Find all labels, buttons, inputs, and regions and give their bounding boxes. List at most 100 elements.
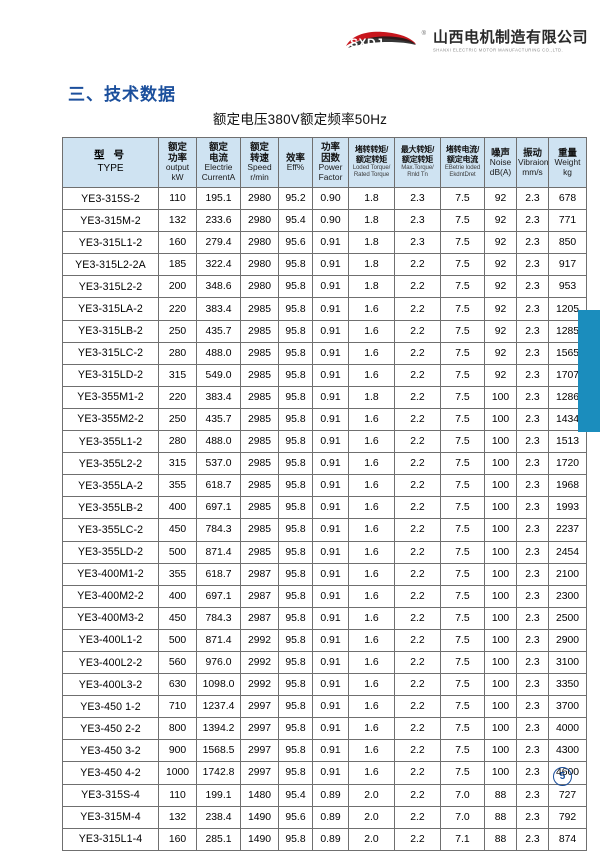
table-cell: 95.8 <box>278 562 313 586</box>
table-cell: 727 <box>548 783 587 807</box>
table-cell: 1.6 <box>348 407 395 432</box>
table-cell: 7.5 <box>440 430 485 454</box>
table-cell: 1568.5 <box>196 739 241 763</box>
table-cell: 2.2 <box>394 695 441 719</box>
table-cell: 100 <box>484 717 517 741</box>
column-header-power-factor-cn2: 因数 <box>321 152 340 164</box>
table-cell: 0.91 <box>312 297 349 321</box>
cell-motor-type: YE3-315LC-2 <box>62 341 159 365</box>
registered-trademark-icon: ® <box>421 31 426 37</box>
cell-motor-type: YE3-315LD-2 <box>62 363 159 387</box>
table-cell: 315 <box>158 363 197 387</box>
column-header-rated-speed-en1: Speed <box>247 162 272 173</box>
cell-motor-type: YE3-315S-4 <box>62 783 159 807</box>
table-cell: 1.6 <box>348 761 395 785</box>
table-cell: 2.3 <box>516 275 549 299</box>
column-header-max-torque-ratio: 最大转矩/ 额定转矩 Max.Torque/ Rnld Tn <box>394 137 441 188</box>
table-cell: 2.2 <box>394 827 441 851</box>
table-cell: 435.7 <box>196 319 241 343</box>
table-cell: 2.3 <box>516 209 549 233</box>
table-cell: 0.91 <box>312 628 349 652</box>
table-cell: 100 <box>484 474 517 498</box>
table-cell: 2.3 <box>516 341 549 365</box>
column-header-rated-speed-cn2: 转速 <box>250 152 269 164</box>
table-row: YE3-400L2-2 560 976.0 2992 95.8 0.91 1.6 2.2 7.5… <box>62 650 587 675</box>
column-header-output-power-en1: output <box>165 162 190 173</box>
table-cell: 88 <box>484 805 517 829</box>
table-cell: 0.89 <box>312 827 349 851</box>
table-cell: 7.5 <box>440 496 485 520</box>
table-row: YE3-400M2-2 400 697.1 2987 95.8 0.91 1.6 2.2 7.5… <box>62 584 587 608</box>
table-cell: 1237.4 <box>196 695 241 719</box>
table-cell: 100 <box>484 584 517 608</box>
table-cell: 2.0 <box>348 783 395 807</box>
table-row: YE3-450 4-2 1000 1742.8 2997 95.8 0.91 1.6 2.2 7… <box>62 761 587 785</box>
table-cell: 7.5 <box>440 363 485 387</box>
table-cell: 1.6 <box>348 341 395 365</box>
table-cell: 95.6 <box>278 231 313 255</box>
table-row: YE3-355M2-2 250 435.7 2985 95.8 0.91 1.6 2.2 7.5… <box>62 407 587 432</box>
table-cell: 280 <box>158 341 197 365</box>
table-cell: 710 <box>158 695 197 719</box>
table-row: YE3-450 3-2 900 1568.5 2997 95.8 0.91 1.6 2.2 7.… <box>62 739 587 763</box>
table-cell: 2.2 <box>394 717 441 741</box>
table-cell: 88 <box>484 783 517 807</box>
table-cell: 322.4 <box>196 253 241 277</box>
table-cell: 95.8 <box>278 297 313 321</box>
table-cell: 2.3 <box>516 474 549 498</box>
table-cell: 95.8 <box>278 474 313 498</box>
column-header-efficiency-en1: Eff% <box>286 161 305 172</box>
table-cell: 92 <box>484 275 517 299</box>
table-cell: 100 <box>484 430 517 454</box>
table-header-row-group: 型 号 TYPE 额定 功率 output kW 额定 电流 Electrie … <box>62 137 587 188</box>
table-cell: 7.5 <box>440 407 485 432</box>
table-cell: 2992 <box>240 673 279 697</box>
table-cell: 2980 <box>240 253 279 277</box>
column-header-type-en: TYPE <box>97 163 124 175</box>
table-cell: 1.8 <box>348 186 395 211</box>
table-cell: 7.5 <box>440 761 485 785</box>
cell-motor-type: YE3-400M3-2 <box>62 606 159 630</box>
sxdj-logo-icon: SXDJ <box>344 30 418 52</box>
table-row: YE3-400L1-2 500 871.4 2992 95.8 0.91 1.6 2.2 7.5… <box>62 628 587 652</box>
table-cell: 1.6 <box>348 606 395 630</box>
table-cell: 2.3 <box>394 231 441 255</box>
table-cell: 0.91 <box>312 452 349 476</box>
table-cell: 7.5 <box>440 452 485 476</box>
table-cell: 0.91 <box>312 231 349 255</box>
table-cell: 2997 <box>240 717 279 741</box>
column-header-vibration-cn1: 振动 <box>523 146 542 158</box>
column-header-locked-current-ratio-cn2: 额定电流 <box>446 154 479 164</box>
table-cell: 100 <box>484 628 517 652</box>
table-cell: 697.1 <box>196 496 241 520</box>
table-cell: 2987 <box>240 562 279 586</box>
table-cell: 0.91 <box>312 385 349 409</box>
table-cell: 160 <box>158 231 197 255</box>
cell-motor-type: YE3-315L1-2 <box>62 231 159 255</box>
cell-motor-type: YE3-400L1-2 <box>62 628 159 652</box>
table-cell: 3100 <box>548 650 587 675</box>
table-cell: 488.0 <box>196 341 241 365</box>
column-header-locked-torque-ratio-en2: Rated Torque <box>353 171 390 179</box>
table-cell: 2.3 <box>516 717 549 741</box>
table-cell: 2.3 <box>516 606 549 630</box>
table-cell: 2.3 <box>516 253 549 277</box>
table-cell: 0.91 <box>312 739 349 763</box>
cell-motor-type: YE3-400M1-2 <box>62 562 159 586</box>
table-cell: 0.91 <box>312 695 349 719</box>
table-cell: 2997 <box>240 761 279 785</box>
column-header-output-power: 额定 功率 output kW <box>158 137 197 188</box>
column-header-type: 型 号 TYPE <box>62 137 159 188</box>
column-header-locked-current-ratio-cn1: 堵转电流/ <box>445 145 480 155</box>
table-cell: 0.91 <box>312 673 349 697</box>
table-cell: 7.5 <box>440 673 485 697</box>
table-cell: 2.2 <box>394 341 441 365</box>
table-cell: 2.2 <box>394 584 441 608</box>
column-header-vibration: 振动 Vibraion mm/s <box>516 137 549 188</box>
table-cell: 7.5 <box>440 739 485 763</box>
table-cell: 7.5 <box>440 319 485 343</box>
table-cell: 871.4 <box>196 540 241 564</box>
table-cell: 1.6 <box>348 363 395 387</box>
table-cell: 2.3 <box>516 430 549 454</box>
table-cell: 2987 <box>240 606 279 630</box>
